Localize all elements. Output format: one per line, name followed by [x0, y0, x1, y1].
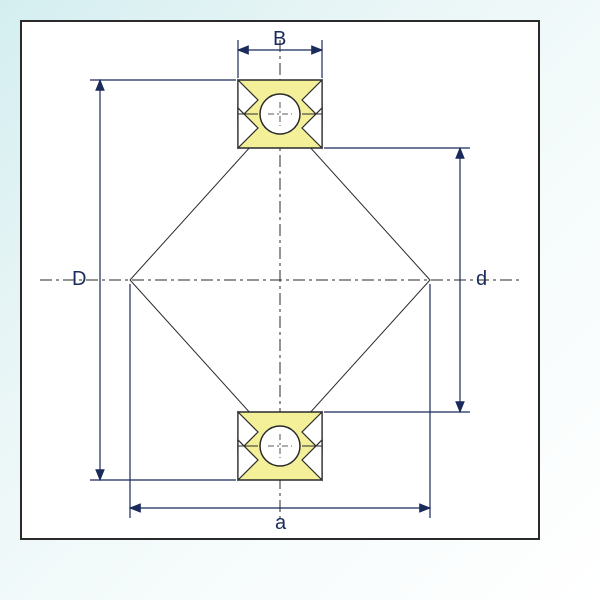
diagram-svg: [0, 0, 600, 600]
label-B: B: [273, 28, 286, 51]
bearing-section-bottom: [238, 412, 322, 480]
label-D: D: [72, 268, 86, 291]
label-a: a: [275, 512, 286, 535]
ball-bottom: [260, 426, 300, 466]
ball-top: [260, 94, 300, 134]
label-d: d: [476, 268, 487, 291]
bearing-section-top: [238, 80, 322, 148]
